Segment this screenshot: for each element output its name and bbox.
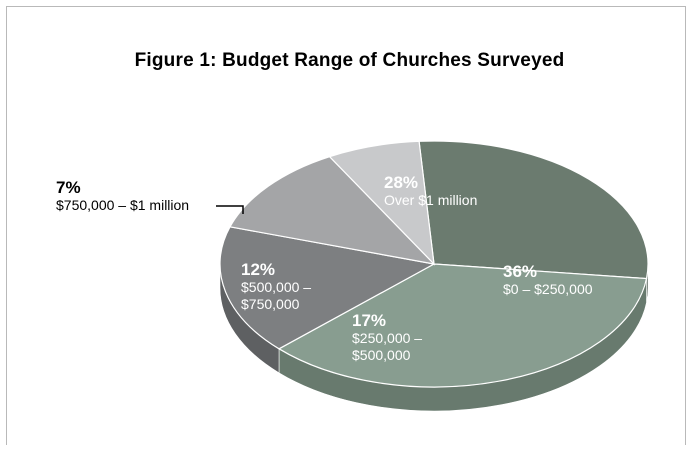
slice-percent-2: 17% xyxy=(352,311,386,330)
slice-percent-0: 28% xyxy=(384,173,418,192)
pie-slice-3 xyxy=(229,155,436,265)
slice-label-1: 36%$0 – $250,000 xyxy=(503,262,593,297)
pie-slice-0 xyxy=(418,140,649,280)
slice-percent-3: 12% xyxy=(241,260,275,279)
slice-category-1-0: $0 – $250,000 xyxy=(503,281,593,297)
slice-category-2-0: $250,000 – xyxy=(352,330,422,346)
slice-category-4-0: $750,000 – $1 million xyxy=(56,197,189,213)
chart-title: Figure 1: Budget Range of Churches Surve… xyxy=(134,50,565,71)
slice-label-3: 12%$500,000 –$750,000 xyxy=(241,260,311,312)
pie-slice-1 xyxy=(277,263,648,388)
slice-category-3-1: $750,000 xyxy=(241,296,300,312)
slice-label-4: 7%$750,000 – $1 million xyxy=(56,178,189,213)
pie-slice-2 xyxy=(219,226,436,350)
slice-percent-4: 7% xyxy=(56,178,81,197)
slice-category-3-0: $500,000 – xyxy=(241,279,311,295)
figure-frame xyxy=(6,6,686,445)
pie-slice-4 xyxy=(328,140,435,266)
slice-label-0: 28%Over $1 million xyxy=(384,173,477,208)
slice-category-2-1: $500,000 xyxy=(352,347,411,363)
slice-category-0-0: Over $1 million xyxy=(384,192,477,208)
slice-percent-1: 36% xyxy=(503,262,537,281)
slice-label-2: 17%$250,000 –$500,000 xyxy=(352,311,422,363)
leader-line xyxy=(216,205,244,214)
